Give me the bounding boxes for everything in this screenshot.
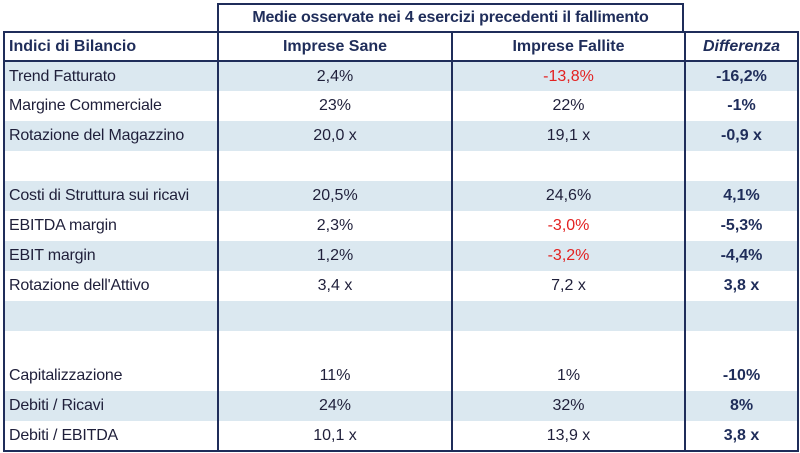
table-row: Costi di Struttura sui ricavi 20,5% 24,6% 4… — [3, 181, 799, 211]
header-difference: Differenza — [684, 31, 799, 62]
healthy-value: 2,4% — [217, 61, 453, 91]
failed-value: 7,2 x — [451, 271, 686, 301]
table-row: Debiti / EBITDA 10,1 x 13,9 x 3,8 x — [3, 421, 799, 452]
failed-value: 1% — [451, 361, 686, 391]
row-label: Debiti / Ricavi — [3, 391, 219, 421]
healthy-value: 3,4 x — [217, 271, 453, 301]
row-label: EBITDA margin — [3, 211, 219, 241]
row-label: Debiti / EBITDA — [3, 421, 219, 452]
header-indicators: Indici di Bilancio — [3, 31, 219, 62]
difference-value: -4,4% — [684, 241, 799, 271]
table-row: Rotazione del Magazzino 20,0 x 19,1 x -0,9 … — [3, 121, 799, 151]
difference-value: -16,2% — [684, 61, 799, 91]
table-row: EBIT margin 1,2% -3,2% -4,4% — [3, 241, 799, 271]
failed-value: 19,1 x — [451, 121, 686, 151]
row-label — [3, 151, 219, 181]
healthy-value: 2,3% — [217, 211, 453, 241]
healthy-value: 24% — [217, 391, 453, 421]
table-row — [3, 301, 799, 331]
failed-value: -13,8% — [451, 61, 686, 91]
row-label: Capitalizzazione — [3, 361, 219, 391]
difference-value: 4,1% — [684, 181, 799, 211]
table-row — [3, 151, 799, 181]
table-row: Margine Commerciale 23% 22% -1% — [3, 91, 799, 121]
failed-value: -3,2% — [451, 241, 686, 271]
difference-value: 3,8 x — [684, 271, 799, 301]
healthy-value: 10,1 x — [217, 421, 453, 452]
healthy-value: 11% — [217, 361, 453, 391]
failed-value: 24,6% — [451, 181, 686, 211]
failed-value: 32% — [451, 391, 686, 421]
financial-ratios-table: Indici di Bilancio Imprese Sane Imprese … — [3, 31, 799, 452]
failed-value — [451, 331, 686, 361]
difference-value — [684, 301, 799, 331]
failed-value: -3,0% — [451, 211, 686, 241]
difference-value: 8% — [684, 391, 799, 421]
row-label: Margine Commerciale — [3, 91, 219, 121]
table-row — [3, 331, 799, 361]
row-label — [3, 301, 219, 331]
row-label: Costi di Struttura sui ricavi — [3, 181, 219, 211]
failed-value — [451, 151, 686, 181]
healthy-value: 20,0 x — [217, 121, 453, 151]
failed-value: 13,9 x — [451, 421, 686, 452]
table-row: Trend Fatturato 2,4% -13,8% -16,2% — [3, 61, 799, 91]
difference-value: -5,3% — [684, 211, 799, 241]
healthy-value: 1,2% — [217, 241, 453, 271]
header-row: Indici di Bilancio Imprese Sane Imprese … — [3, 31, 799, 62]
row-label: EBIT margin — [3, 241, 219, 271]
header-healthy-companies: Imprese Sane — [217, 31, 453, 62]
failed-value: 22% — [451, 91, 686, 121]
difference-value: -1% — [684, 91, 799, 121]
difference-value: -0,9 x — [684, 121, 799, 151]
difference-value: -10% — [684, 361, 799, 391]
failed-value — [451, 301, 686, 331]
table-row: Debiti / Ricavi 24% 32% 8% — [3, 391, 799, 421]
healthy-value: 23% — [217, 91, 453, 121]
difference-value: 3,8 x — [684, 421, 799, 452]
healthy-value: 20,5% — [217, 181, 453, 211]
table-row: Rotazione dell'Attivo 3,4 x 7,2 x 3,8 x — [3, 271, 799, 301]
table-body: Trend Fatturato 2,4% -13,8% -16,2% Margine C… — [3, 61, 799, 452]
table-row: EBITDA margin 2,3% -3,0% -5,3% — [3, 211, 799, 241]
table-row: Capitalizzazione 11% 1% -10% — [3, 361, 799, 391]
period-super-header: Medie osservate nei 4 esercizi precedent… — [217, 3, 684, 31]
difference-value — [684, 151, 799, 181]
healthy-value — [217, 331, 453, 361]
row-label: Trend Fatturato — [3, 61, 219, 91]
healthy-value — [217, 151, 453, 181]
row-label: Rotazione dell'Attivo — [3, 271, 219, 301]
row-label: Rotazione del Magazzino — [3, 121, 219, 151]
healthy-value — [217, 301, 453, 331]
difference-value — [684, 331, 799, 361]
header-failed-companies: Imprese Fallite — [451, 31, 686, 62]
row-label — [3, 331, 219, 361]
